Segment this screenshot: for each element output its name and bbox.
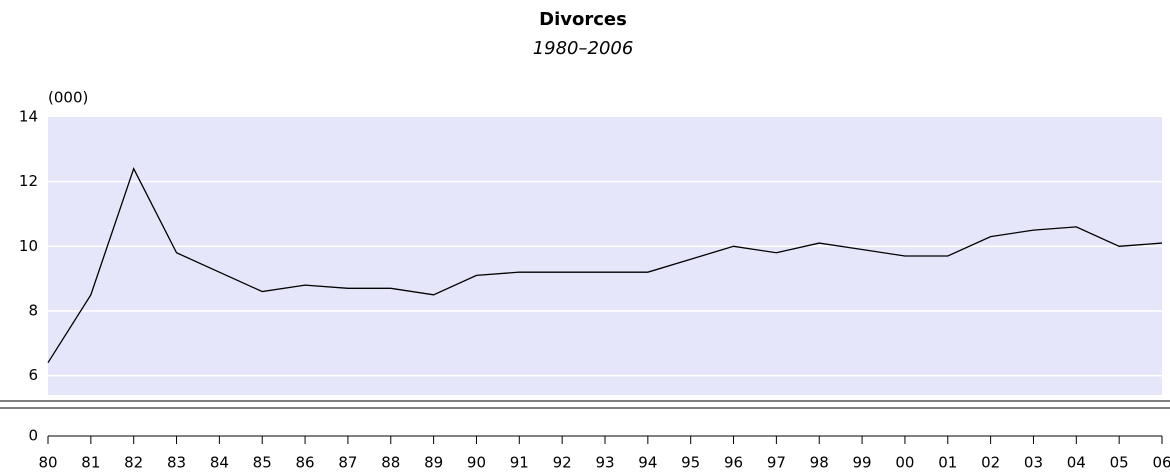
x-tick-label: 94	[638, 454, 657, 472]
x-tick-label: 02	[981, 454, 1000, 472]
x-tick-label: 05	[1110, 454, 1129, 472]
x-tick-label: 92	[553, 454, 572, 472]
x-tick-label: 86	[296, 454, 315, 472]
x-tick-label: 97	[767, 454, 786, 472]
x-tick-label: 88	[381, 454, 400, 472]
x-tick-label: 06	[1152, 454, 1170, 472]
y-tick-label: 0	[28, 427, 38, 445]
plot-background	[48, 117, 1162, 395]
x-tick-label: 81	[81, 454, 100, 472]
y-tick-label: 6	[28, 366, 38, 384]
x-tick-label: 89	[424, 454, 443, 472]
y-tick-label: 10	[19, 237, 38, 255]
x-tick-label: 91	[510, 454, 529, 472]
x-tick-label: 82	[124, 454, 143, 472]
x-tick-label: 01	[938, 454, 957, 472]
x-tick-label: 99	[853, 454, 872, 472]
x-tick-label: 04	[1067, 454, 1086, 472]
y-tick-label: 8	[28, 301, 38, 319]
x-tick-label: 80	[38, 454, 57, 472]
y-tick-label: 12	[19, 172, 38, 190]
chart-subtitle: 1980–2006	[533, 38, 634, 59]
x-tick-label: 00	[895, 454, 914, 472]
x-tick-label: 03	[1024, 454, 1043, 472]
x-tick-label: 84	[210, 454, 229, 472]
x-tick-label: 96	[724, 454, 743, 472]
x-tick-label: 98	[810, 454, 829, 472]
x-tick-label: 93	[595, 454, 614, 472]
y-tick-label: 14	[19, 108, 38, 126]
x-tick-label: 85	[253, 454, 272, 472]
data-line	[47, 167, 1163, 364]
chart-title: Divorces	[539, 9, 627, 30]
x-tick-label: 90	[467, 454, 486, 472]
x-tick-label: 87	[338, 454, 357, 472]
y-axis-label: (000)	[48, 89, 88, 107]
x-tick-label: 83	[167, 454, 186, 472]
x-tick-label: 95	[681, 454, 700, 472]
